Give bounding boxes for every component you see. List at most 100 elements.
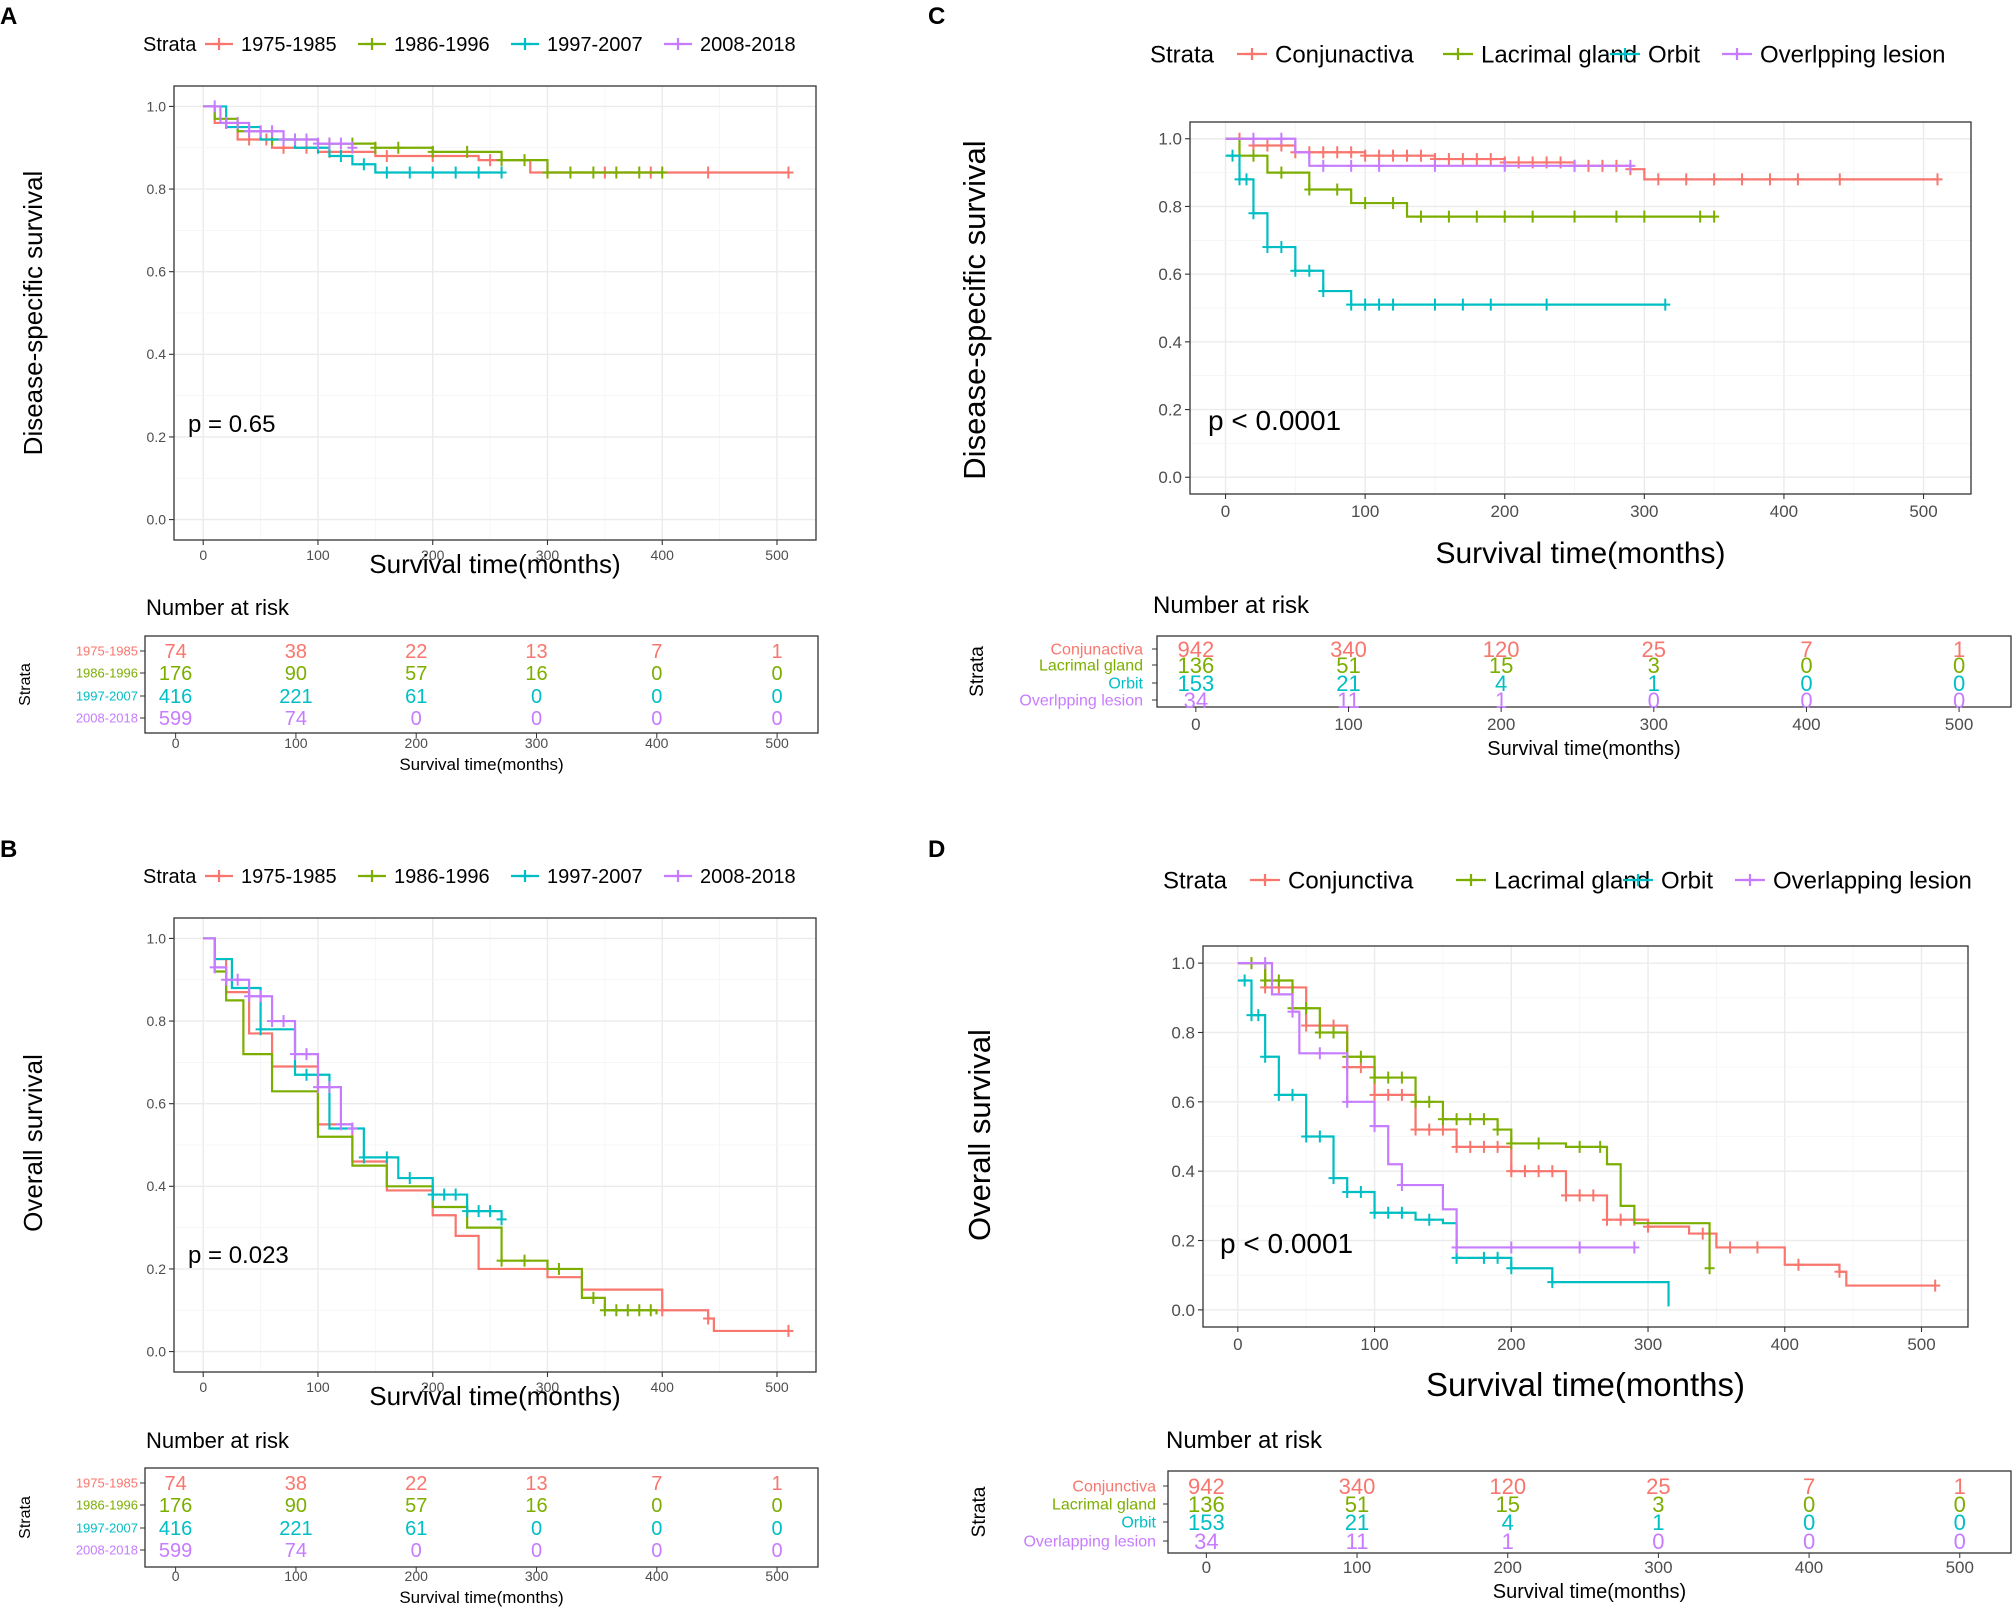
risk-count: 0 [772, 663, 783, 685]
risk-count: 7 [651, 641, 662, 663]
y-axis-title: Overall survival [18, 1054, 48, 1232]
risk-count: 13 [525, 1473, 547, 1495]
survival-curve [1225, 137, 1938, 181]
x-tick-label: 300 [536, 547, 560, 563]
plot-frame [173, 917, 817, 1373]
risk-x-tick-label: 500 [765, 1568, 789, 1584]
risk-x-tick-label: 500 [1946, 1558, 1974, 1577]
x-tick-label: 0 [199, 1379, 207, 1395]
legend-entry: Overlapping lesion [1735, 867, 1972, 894]
x-tick-label: 100 [306, 547, 330, 563]
y-tick-label: 0.4 [147, 346, 167, 362]
panel-label: A [0, 3, 17, 30]
legend-entry: Lacrimal gland [1443, 41, 1637, 68]
risk-count: 0 [651, 663, 662, 685]
survival-curve [1225, 137, 1715, 218]
x-axis-title: Survival time(months) [369, 549, 620, 579]
risk-table: Number at risk Strata 1975-1985 74 38 22 13 7 1 1… [17, 1428, 819, 1607]
risk-table-title: Number at risk [146, 1428, 290, 1453]
risk-count: 0 [1803, 1529, 1815, 1554]
p-value: p < 0.0001 [1208, 405, 1341, 436]
legend-entry: 1986-1996 [358, 866, 490, 888]
y-tick-label: 1.0 [147, 930, 167, 946]
risk-count: 74 [285, 1540, 307, 1562]
x-tick-label: 300 [1630, 502, 1658, 521]
risk-count: 74 [164, 641, 186, 663]
y-tick-label: 0.4 [147, 1178, 167, 1194]
risk-count: 1 [1648, 671, 1660, 696]
y-tick-label: 0.8 [1171, 1023, 1195, 1042]
y-tick-label: 0.2 [1171, 1231, 1195, 1250]
risk-row-label: 1986-1996 [76, 666, 138, 681]
risk-count: 0 [531, 686, 542, 708]
risk-count: 153 [1188, 1510, 1225, 1535]
risk-row-label: Conjunactiva [1051, 642, 1144, 659]
risk-x-tick-label: 100 [284, 735, 308, 751]
risk-x-tick-label: 300 [1644, 1558, 1672, 1577]
risk-count: 0 [651, 1518, 662, 1540]
risk-table-title: Number at risk [1166, 1427, 1323, 1454]
legend: Strata Conjunctiva Lacrimal gland Orbit Over… [1163, 867, 1972, 894]
risk-count: 0 [1800, 688, 1812, 713]
x-axis: 0 100 200 300 400 500 [1221, 494, 1938, 521]
x-tick-label: 200 [1491, 502, 1519, 521]
risk-count: 38 [285, 641, 307, 663]
y-axis: 0.0 0.2 0.4 0.6 0.8 1.0 [1158, 130, 1190, 487]
risk-x-axis-title: Survival time(months) [1487, 738, 1680, 760]
x-axis: 0 100 200 300 400 500 [1233, 1327, 1936, 1354]
panel-a: A0 100 200 300 400 5000.00.20.40.60.81.0Survi… [0, 3, 819, 774]
legend-title: Strata [143, 34, 197, 56]
risk-row-label: 1975-1985 [76, 1476, 138, 1491]
risk-x-tick-label: 300 [525, 735, 549, 751]
risk-count: 1 [1495, 688, 1507, 713]
risk-x-tick-label: 200 [1494, 1558, 1522, 1577]
x-axis: 0 100 200 300 400 500 [199, 1372, 789, 1395]
risk-count: 0 [1803, 1510, 1815, 1535]
risk-count: 153 [1177, 671, 1214, 696]
risk-table-strata-label: Strata [967, 646, 988, 697]
series-3 [203, 937, 507, 1226]
survival-curve [203, 937, 789, 1333]
risk-x-tick-label: 200 [1487, 715, 1515, 734]
legend-entry: Orbit [1610, 41, 1700, 68]
x-tick-label: 400 [651, 1379, 675, 1395]
x-tick-label: 100 [306, 1379, 330, 1395]
y-tick-label: 0.8 [147, 181, 167, 197]
risk-count: 120 [1483, 637, 1520, 662]
risk-count: 1 [1954, 1474, 1966, 1499]
risk-table-frame [144, 635, 819, 734]
risk-row-label: Orbit [1121, 1515, 1156, 1532]
p-value: p < 0.0001 [1220, 1228, 1353, 1259]
legend: Strata 1975-1985 1986-1996 1997-2007 2008-20… [143, 34, 796, 56]
legend: Strata Conjunactiva Lacrimal gland Orbit Ove… [1150, 41, 1945, 68]
risk-table: Number at risk Strata 1975-1985 74 38 22 13 7 1 1… [17, 595, 819, 774]
y-axis-title: Disease-specific survival [18, 171, 48, 456]
risk-x-axis-title: Survival time(months) [399, 755, 563, 774]
plot-frame [1189, 121, 1972, 495]
risk-count: 942 [1177, 637, 1214, 662]
p-value: p = 0.023 [188, 1242, 289, 1269]
series-2 [1237, 957, 1715, 1275]
series-3 [1225, 149, 1671, 311]
risk-count: 0 [531, 708, 542, 730]
risk-x-axis-title: Survival time(months) [399, 1588, 563, 1607]
legend-entry: Overlpping lesion [1722, 41, 1945, 68]
x-tick-label: 300 [536, 1379, 560, 1395]
risk-count: 0 [1803, 1492, 1815, 1517]
risk-count: 136 [1188, 1492, 1225, 1517]
risk-count: 25 [1642, 637, 1666, 662]
risk-count: 340 [1339, 1474, 1376, 1499]
x-tick-label: 400 [1771, 1335, 1799, 1354]
y-tick-label: 0.6 [147, 1096, 167, 1112]
gridlines [174, 918, 816, 1372]
legend-entry: Conjunctiva [1250, 867, 1414, 894]
risk-count: 0 [1953, 688, 1965, 713]
legend-entry-label: 1975-1985 [241, 34, 337, 56]
risk-count: 0 [651, 708, 662, 730]
y-tick-label: 0.2 [1158, 401, 1182, 420]
risk-x-tick-label: 400 [645, 1568, 669, 1584]
risk-count: 3 [1652, 1492, 1664, 1517]
risk-row-label: Lacrimal gland [1039, 658, 1143, 675]
y-tick-label: 0.6 [147, 264, 167, 280]
